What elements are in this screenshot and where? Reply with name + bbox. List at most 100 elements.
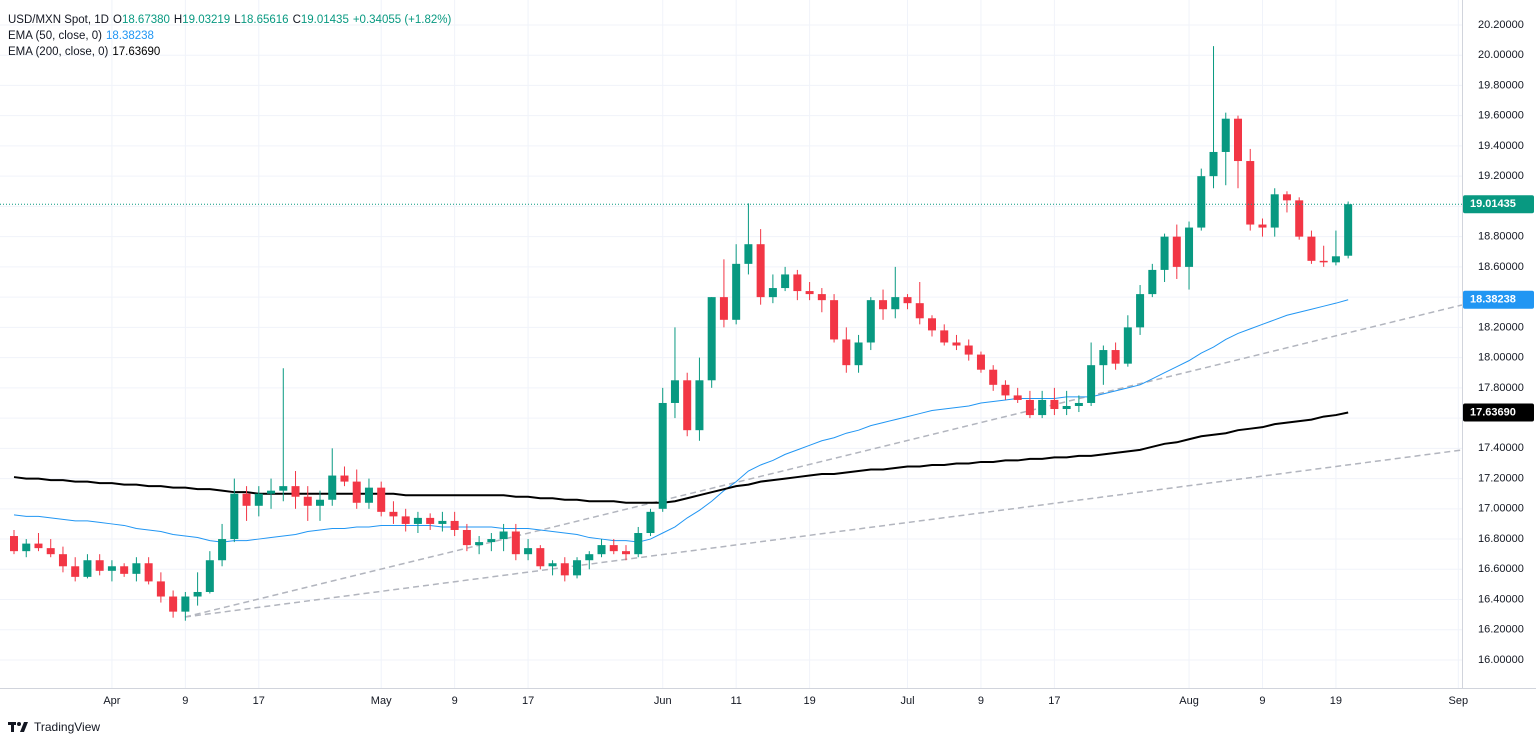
legend-field: L 18.65616 — [234, 12, 288, 28]
candle-body — [1185, 227, 1194, 267]
candle-body — [413, 517, 422, 524]
candle-body — [1111, 350, 1120, 364]
candle-body — [181, 596, 190, 612]
candle-body — [1160, 236, 1169, 270]
candle-body — [1234, 118, 1242, 162]
candle-body — [1074, 402, 1083, 406]
candle-body — [928, 318, 936, 331]
candle-body — [842, 339, 851, 366]
candle-body — [475, 542, 484, 546]
trendline — [184, 304, 1463, 618]
candle-body — [683, 380, 692, 431]
y-tick-label: 17.00000 — [1478, 503, 1524, 515]
y-tick-label: 19.60000 — [1478, 110, 1524, 122]
candle-body — [1282, 194, 1291, 201]
candle-body — [560, 563, 569, 576]
candle-body — [1270, 194, 1279, 228]
y-tick-label: 18.80000 — [1478, 231, 1524, 243]
candle-body — [976, 354, 985, 370]
y-tick-label: 16.20000 — [1478, 624, 1524, 636]
candle-body — [1344, 204, 1353, 256]
candle-body — [22, 543, 31, 552]
legend-field-value: 19.01435 — [300, 14, 349, 26]
legend-row: EMA (200, close, 0) 17.63690 — [8, 44, 451, 60]
candle-body — [952, 342, 961, 346]
candle-body — [940, 330, 949, 343]
candle-body — [964, 345, 973, 355]
x-tick-label: 11 — [730, 695, 741, 707]
x-tick-label: 17 — [522, 695, 534, 707]
legend-field-value: 19.03219 — [182, 14, 231, 26]
legend-series-value: 18.38238 — [105, 30, 154, 42]
candle-body — [487, 539, 496, 543]
candle-body — [364, 487, 373, 503]
y-tick-label: 18.60000 — [1478, 261, 1524, 273]
price-tag-label: 18.38238 — [1470, 294, 1516, 306]
candle-body — [1307, 236, 1316, 261]
candle-body — [205, 560, 214, 592]
candle-body — [389, 511, 398, 517]
y-tick-label: 16.40000 — [1478, 593, 1524, 605]
candle-body — [536, 548, 545, 567]
ema-line — [13, 299, 1349, 543]
candle-body — [1099, 350, 1108, 366]
candle-body — [218, 539, 227, 561]
candle-body — [1001, 384, 1010, 396]
candle-body — [316, 499, 324, 506]
candle-body — [891, 297, 900, 310]
candle-body — [169, 596, 178, 612]
y-tick-label: 17.80000 — [1478, 382, 1524, 394]
candle-body — [1148, 269, 1157, 295]
price-tag-label: 17.63690 — [1470, 406, 1516, 418]
candle-body — [768, 288, 777, 298]
candle-body — [132, 563, 141, 574]
y-tick-label: 17.40000 — [1478, 442, 1524, 454]
price-tag — [1463, 403, 1534, 422]
candle-body — [340, 475, 349, 482]
candle-body — [597, 545, 606, 555]
candle-body — [58, 554, 67, 567]
candle-body — [719, 297, 728, 320]
brand-name: TradingView — [34, 720, 101, 734]
candle-body — [267, 490, 276, 494]
candle-body — [1246, 161, 1255, 225]
y-tick-label: 19.20000 — [1478, 170, 1524, 182]
x-tick-label: 17 — [253, 695, 265, 707]
y-tick-label: 16.80000 — [1478, 533, 1524, 545]
ema-lines — [13, 299, 1349, 543]
candle-body — [1025, 399, 1034, 416]
legend-field-label: O — [112, 14, 122, 26]
x-tick-label: Apr — [103, 695, 120, 707]
brand-logo — [8, 722, 28, 732]
candle-body — [230, 493, 239, 540]
legend-field-value: 18.67380 — [121, 14, 170, 26]
candle-body — [1197, 176, 1206, 228]
candle-body — [401, 516, 410, 524]
legend-field: C 19.01435 — [293, 12, 349, 28]
candle-body — [548, 563, 557, 567]
candle-body — [585, 554, 594, 561]
price-tag — [1463, 195, 1534, 214]
legend-field: O 18.67380 — [113, 12, 170, 28]
candle-body — [1221, 118, 1230, 152]
x-tick-label: 9 — [978, 695, 984, 707]
candle-body — [511, 531, 520, 555]
symbol: USD/MXN Spot, 1D — [8, 14, 109, 26]
legend-field-label: L — [234, 14, 241, 26]
candle-body — [377, 487, 386, 512]
legend-field: H 19.03219 — [174, 12, 230, 28]
x-tick-label: 19 — [803, 695, 815, 707]
candle-body — [1050, 399, 1059, 410]
candle-body — [107, 566, 116, 571]
legend-row: USD/MXN Spot, 1D O 18.67380 H 19.03219 L 18.6… — [8, 12, 451, 28]
candle-body — [254, 493, 263, 506]
candle-body — [83, 560, 92, 577]
candle-body — [1319, 260, 1328, 263]
candle-body — [95, 560, 104, 571]
candle-body — [732, 263, 741, 320]
y-tick-label: 18.00000 — [1478, 352, 1524, 364]
x-tick-label: May — [371, 695, 392, 707]
candle-body — [695, 380, 704, 431]
